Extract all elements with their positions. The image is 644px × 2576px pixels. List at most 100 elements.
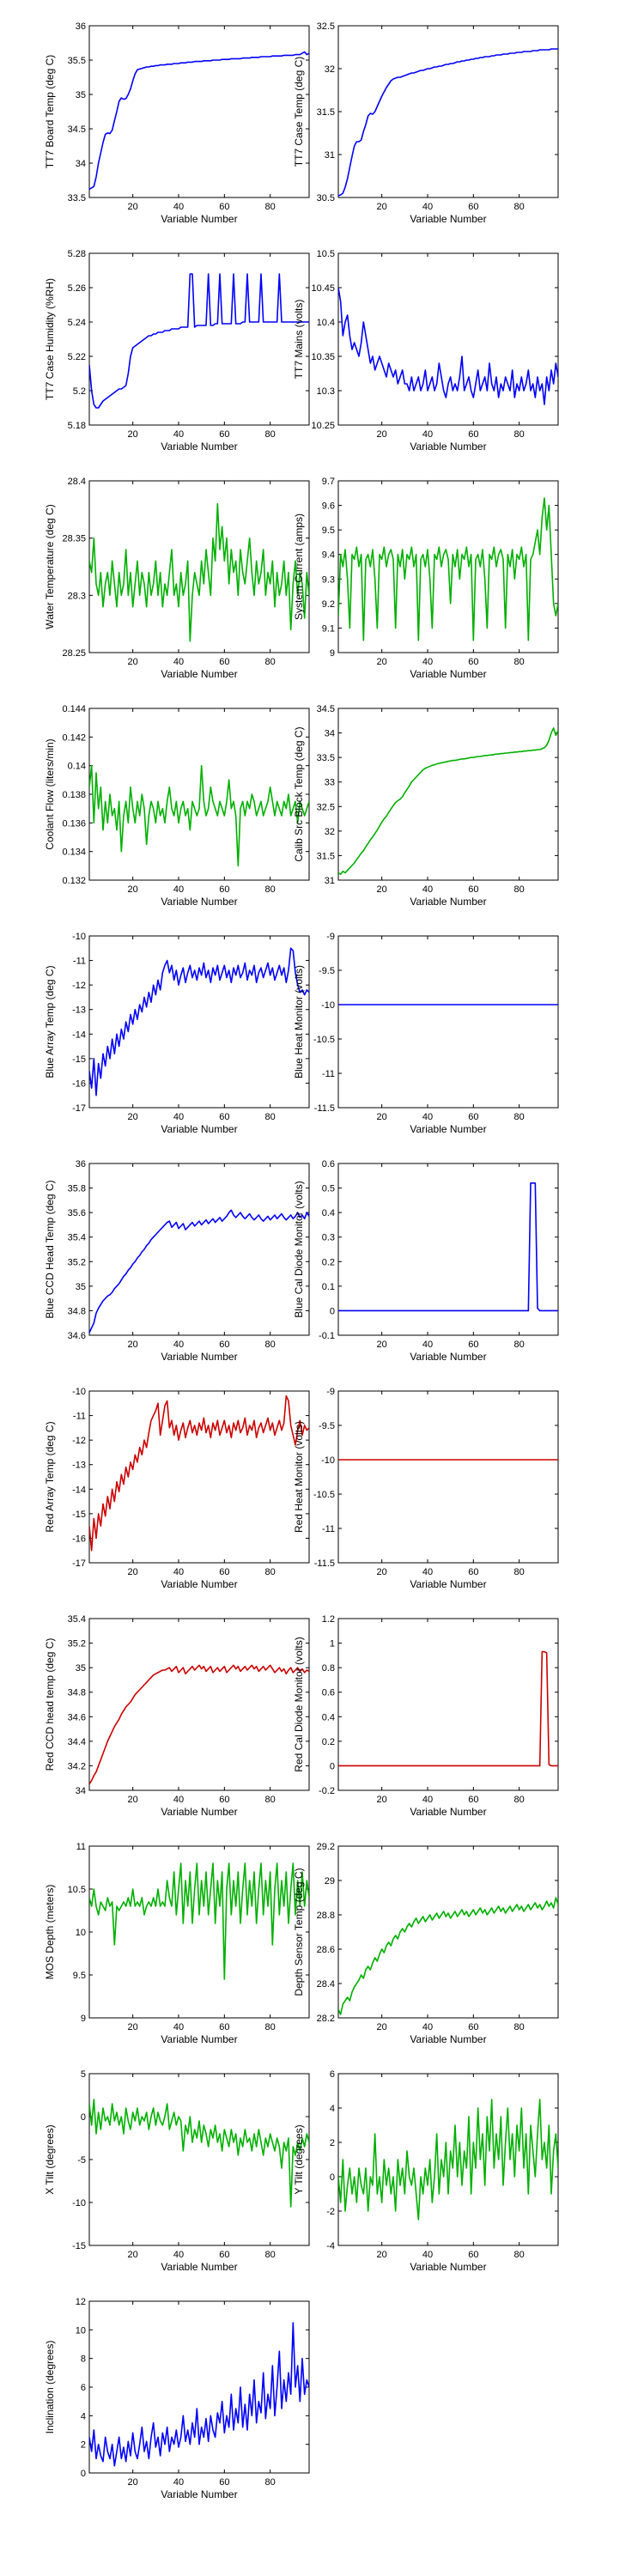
y-tick-label: 34.5 bbox=[317, 704, 335, 714]
y-tick-label: 9.5 bbox=[73, 1971, 86, 1981]
y-tick-label: -9.5 bbox=[319, 966, 335, 976]
y-tick-label: -11.5 bbox=[314, 1558, 335, 1569]
y-tick-label: 0.6 bbox=[322, 1688, 335, 1698]
plot-frame bbox=[337, 708, 559, 881]
x-tick-label: 60 bbox=[219, 2477, 229, 2488]
x-tick-label: 20 bbox=[128, 884, 138, 895]
chart-14: 20 40 60 80 -11.5 -11 -10.5 -10 -9.5 -9 Variable N… bbox=[293, 1387, 559, 1590]
y-tick-label: -17 bbox=[72, 1103, 86, 1114]
x-tick-label: 40 bbox=[173, 429, 184, 440]
x-tick-label: 60 bbox=[219, 1795, 229, 1805]
y-tick-label: -9 bbox=[326, 932, 335, 942]
y-tick-label: 0 bbox=[81, 2112, 86, 2123]
y-tick-label: 0.2 bbox=[322, 1737, 335, 1747]
chart-2: 20 40 60 80 30.5 31 31.5 32 32.5 Variable Number T… bbox=[293, 21, 559, 225]
y-tick-label: 28.3 bbox=[68, 591, 86, 601]
y-tick-label: -13 bbox=[72, 1005, 86, 1016]
y-tick-label: 0 bbox=[81, 2469, 86, 2479]
y-tick-label: -10 bbox=[72, 2198, 86, 2208]
x-tick-label: 80 bbox=[514, 1340, 525, 1350]
y-tick-label: 9.4 bbox=[322, 550, 335, 561]
y-tick-label: -0.2 bbox=[319, 1786, 335, 1796]
y-tick-label: 10 bbox=[76, 2325, 86, 2336]
y-tick-label: 34.6 bbox=[68, 1712, 86, 1722]
y-tick-label: 10.5 bbox=[68, 1885, 86, 1895]
y-tick-label: 32 bbox=[325, 827, 335, 837]
y-axis-label: System Current (amps) bbox=[293, 513, 305, 620]
y-tick-label: -12 bbox=[72, 1436, 86, 1446]
x-axis-label: Variable Number bbox=[161, 1351, 237, 1363]
y-axis-label: TT7 Case Humidity (%RH) bbox=[44, 278, 56, 400]
x-tick-label: 40 bbox=[422, 2250, 433, 2260]
x-axis-label: Variable Number bbox=[410, 1806, 486, 1818]
y-axis-label: Water Temperature (deg C) bbox=[44, 504, 56, 629]
plot-frame bbox=[88, 1390, 310, 1564]
x-tick-label: 20 bbox=[377, 1340, 387, 1350]
chart-15: 20 40 60 80 34 34.2 34.4 34.6 34.8 35 35.2 35.4 Vari… bbox=[44, 1614, 310, 1818]
x-tick-label: 60 bbox=[219, 2250, 229, 2260]
x-tick-label: 20 bbox=[377, 657, 387, 667]
x-tick-label: 40 bbox=[422, 429, 433, 440]
y-tick-label: -16 bbox=[72, 1078, 86, 1089]
chart-11: 20 40 60 80 34.6 34.8 35 35.2 35.4 35.6 35.8 36 Vari… bbox=[44, 1159, 310, 1363]
y-axis-label: TT7 Case Temp (deg C) bbox=[293, 57, 305, 167]
y-tick-label: 10 bbox=[76, 1928, 86, 1938]
y-axis-label: Red Cal Diode Monitor (volts) bbox=[293, 1637, 305, 1771]
x-tick-label: 20 bbox=[377, 202, 387, 212]
y-tick-label: 34 bbox=[76, 159, 86, 169]
x-tick-label: 80 bbox=[265, 1795, 276, 1805]
y-tick-label: 1 bbox=[330, 1639, 335, 1649]
series-line bbox=[89, 2322, 309, 2467]
x-tick-label: 40 bbox=[173, 1340, 184, 1350]
series-line bbox=[338, 727, 558, 875]
y-tick-label: 10.25 bbox=[311, 421, 335, 431]
y-axis-label: Depth Sensor Temp (deg C) bbox=[293, 1868, 305, 1996]
x-tick-label: 60 bbox=[219, 884, 229, 895]
y-axis-label: Blue Cal Diode Monitor (volts) bbox=[293, 1181, 305, 1317]
x-axis-label: Variable Number bbox=[161, 2261, 237, 2273]
x-tick-label: 60 bbox=[468, 657, 478, 667]
x-tick-label: 60 bbox=[468, 1340, 478, 1350]
x-axis-label: Variable Number bbox=[410, 1123, 486, 1135]
x-tick-label: 60 bbox=[468, 884, 478, 895]
x-tick-label: 60 bbox=[219, 202, 229, 212]
y-tick-label: 0.1 bbox=[322, 1282, 335, 1292]
y-tick-label: 35 bbox=[76, 1282, 86, 1292]
x-tick-label: 40 bbox=[173, 2250, 184, 2260]
y-tick-label: 34 bbox=[325, 729, 335, 739]
x-tick-label: 40 bbox=[173, 2477, 184, 2488]
x-tick-label: 60 bbox=[468, 2022, 478, 2032]
series-line bbox=[89, 1862, 309, 1980]
y-tick-label: 28.4 bbox=[317, 1979, 335, 1990]
x-tick-label: 20 bbox=[128, 1112, 138, 1122]
chart-1: 20 40 60 80 33.5 34 34.5 35 35.5 36 Variable Numbe… bbox=[44, 21, 310, 225]
series-line bbox=[89, 1394, 309, 1552]
x-tick-label: 40 bbox=[173, 1567, 184, 1577]
plot-frame bbox=[88, 1618, 310, 1791]
y-tick-label: -10 bbox=[72, 1387, 86, 1397]
y-axis-label: TT7 Board Temp (deg C) bbox=[44, 55, 56, 169]
y-tick-label: -14 bbox=[72, 1030, 86, 1040]
y-axis-label: Red CCD head temp (deg C) bbox=[44, 1638, 56, 1771]
y-tick-label: 2 bbox=[81, 2440, 86, 2451]
y-tick-label: 34 bbox=[76, 1786, 86, 1796]
x-tick-label: 80 bbox=[514, 1567, 525, 1577]
y-tick-label: 5.26 bbox=[68, 283, 86, 294]
x-tick-label: 80 bbox=[265, 2022, 276, 2032]
y-tick-label: 31 bbox=[325, 876, 335, 886]
y-axis-label: Red Heat Monitor (volts) bbox=[293, 1421, 305, 1533]
y-tick-label: 0.138 bbox=[62, 790, 86, 800]
x-tick-label: 80 bbox=[265, 202, 276, 212]
chart-5: 20 40 60 80 28.25 28.3 28.35 28.4 Variable Numbe… bbox=[44, 477, 310, 680]
x-tick-label: 80 bbox=[265, 1567, 276, 1577]
plot-frame bbox=[337, 1390, 559, 1564]
x-tick-label: 80 bbox=[514, 1795, 525, 1805]
plot-frame bbox=[88, 935, 310, 1109]
plot-frame bbox=[88, 2300, 310, 2474]
y-axis-label: MOS Depth (meters) bbox=[44, 1885, 56, 1980]
y-tick-label: 33 bbox=[325, 778, 335, 788]
x-tick-label: 40 bbox=[422, 202, 433, 212]
x-tick-label: 20 bbox=[128, 2022, 138, 2032]
y-tick-label: 0.4 bbox=[322, 1208, 335, 1218]
x-tick-label: 20 bbox=[128, 429, 138, 440]
